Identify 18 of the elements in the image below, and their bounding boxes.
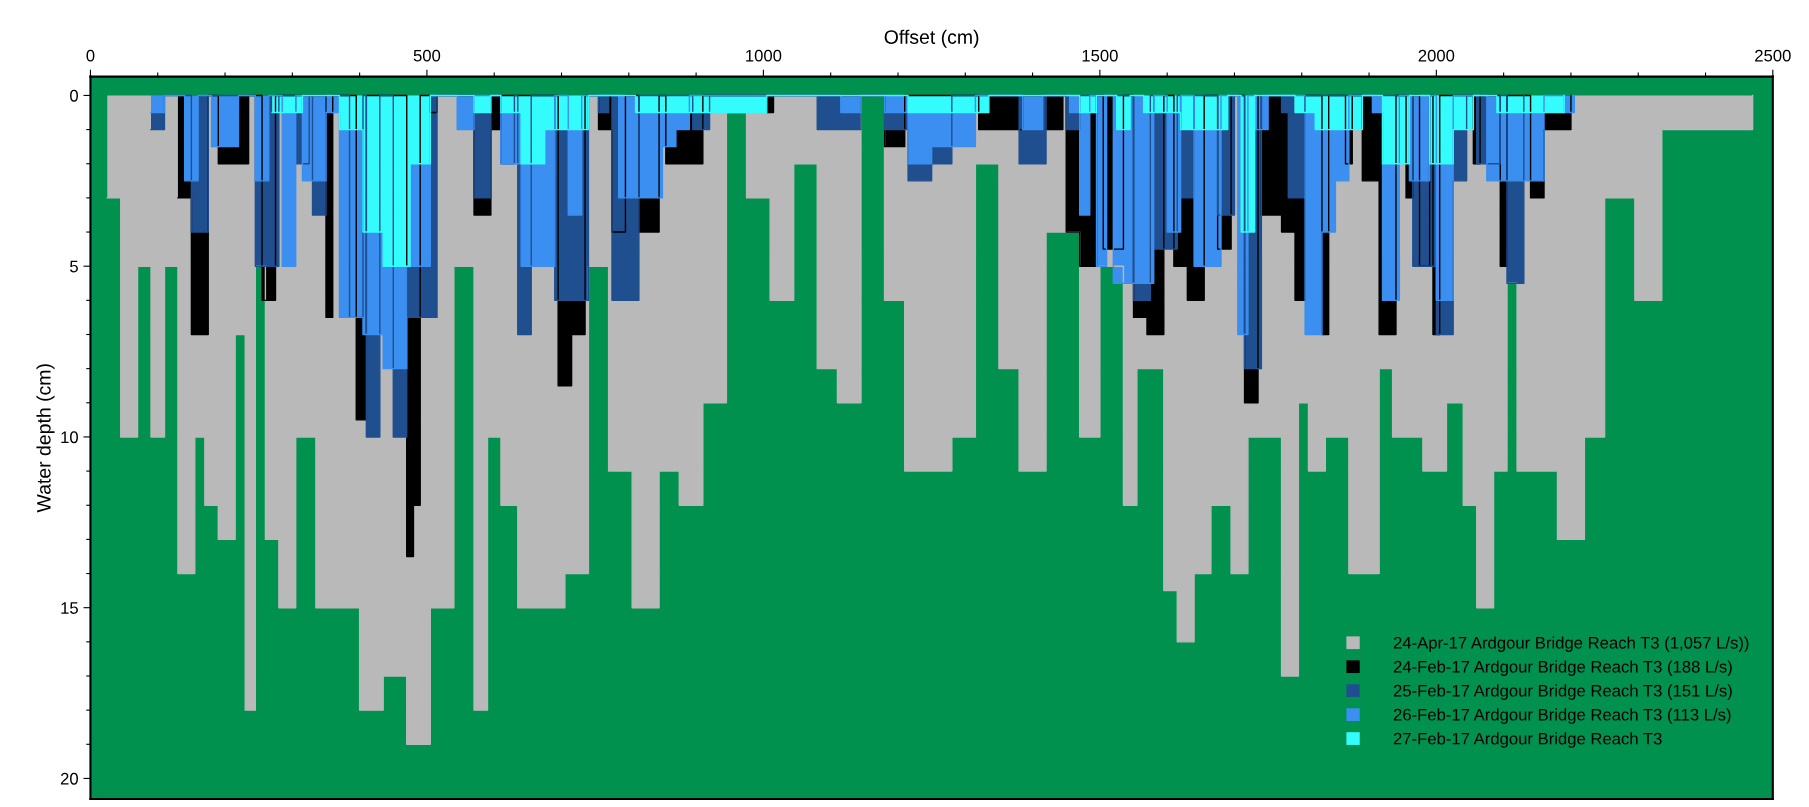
x-tick-label: 2000 xyxy=(1418,49,1455,62)
x-tick-label: 1500 xyxy=(1082,49,1118,62)
y-tick-label: 20 xyxy=(60,772,78,785)
x-axis-title: Offset (cm) xyxy=(884,29,979,48)
x-tick-label: 0 xyxy=(86,49,95,62)
legend-label: 26-Feb-17 Ardgour Bridge Reach T3 (113 L/s) xyxy=(1393,708,1731,724)
legend-label: 27-Feb-17 Ardgour Bridge Reach T3 xyxy=(1393,732,1662,748)
y-tick-label: 5 xyxy=(70,260,78,273)
x-tick-label: 2500 xyxy=(1755,49,1791,62)
legend-label: 24-Feb-17 Ardgour Bridge Reach T3 (188 L/s) xyxy=(1393,660,1732,676)
x-tick-label: 1000 xyxy=(746,49,782,62)
legend-label: 25-Feb-17 Ardgour Bridge Reach T3 (151 L/s) xyxy=(1393,684,1732,700)
y-tick-label: 0 xyxy=(70,89,78,102)
y-axis-title: Water depth (cm) xyxy=(36,364,55,513)
legend-label: 24-Apr-17 Ardgour Bridge Reach T3 (1,057 L/s)) xyxy=(1393,636,1749,652)
x-tick-label: 500 xyxy=(413,49,441,62)
y-tick-label: 10 xyxy=(61,431,78,444)
y-tick-label: 15 xyxy=(61,602,78,614)
